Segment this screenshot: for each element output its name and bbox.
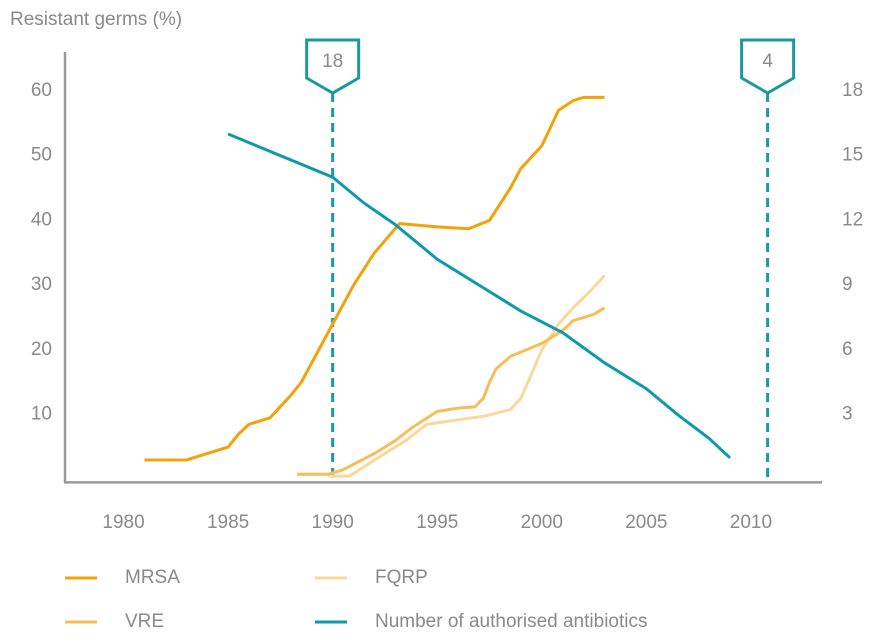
y2-tick-label: 12 bbox=[842, 209, 863, 230]
y-axis-title: Resistant germs (%) bbox=[10, 9, 182, 30]
y-tick-label: 40 bbox=[31, 209, 52, 230]
legend-label: FQRP bbox=[375, 567, 428, 588]
annotation-marker bbox=[305, 38, 361, 95]
x-tick-label: 1980 bbox=[102, 512, 144, 533]
series-line bbox=[144, 95, 605, 462]
series-line bbox=[227, 132, 732, 459]
legend-label: VRE bbox=[125, 611, 164, 632]
x-tick-label: 1995 bbox=[416, 512, 458, 533]
series-line bbox=[297, 306, 606, 476]
x-tick-label: 1990 bbox=[312, 512, 354, 533]
y-tick-label: 30 bbox=[31, 274, 52, 295]
x-tick-label: 2010 bbox=[730, 512, 772, 533]
legend-label: Number of authorised antibiotics bbox=[375, 611, 647, 632]
y2-tick-label: 9 bbox=[842, 274, 853, 295]
x-tick-label: 2000 bbox=[521, 512, 563, 533]
legend-label: MRSA bbox=[125, 567, 180, 588]
annotation-label: 18 bbox=[322, 51, 343, 72]
x-tick-label: 2005 bbox=[625, 512, 667, 533]
y-tick-label: 50 bbox=[31, 145, 52, 166]
y-tick-label: 10 bbox=[31, 404, 52, 425]
x-tick-label: 1985 bbox=[207, 512, 249, 533]
y2-tick-label: 15 bbox=[842, 145, 863, 166]
y-tick-label: 60 bbox=[31, 80, 52, 101]
y-tick-label: 20 bbox=[31, 339, 52, 360]
annotation-label: 4 bbox=[762, 51, 773, 72]
y2-tick-label: 18 bbox=[842, 80, 863, 101]
y2-tick-label: 3 bbox=[842, 404, 853, 425]
annotation-marker bbox=[740, 38, 796, 95]
y2-tick-label: 6 bbox=[842, 339, 853, 360]
series-line bbox=[328, 274, 606, 478]
